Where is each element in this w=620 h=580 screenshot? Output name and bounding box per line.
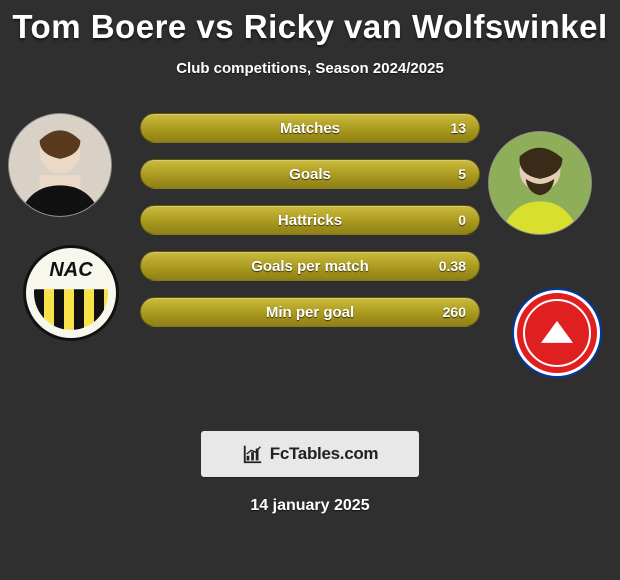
stat-bar-fill	[140, 297, 480, 327]
stat-bars: Matches13 Goals5 Hattricks0 Goals per match…	[140, 113, 480, 343]
brand-text: FcTables.com	[270, 444, 379, 464]
club-left-text: NAC	[26, 259, 116, 282]
brand-box: FcTables.com	[201, 431, 419, 477]
page-subtitle: Club competitions, Season 2024/2025	[0, 60, 620, 77]
stat-row: Goals per match0.38	[140, 251, 480, 281]
stat-row: Min per goal260	[140, 297, 480, 327]
stat-bar-fill	[140, 251, 480, 281]
player-right-avatar	[488, 131, 592, 235]
club-right-triangle	[541, 321, 573, 343]
stat-bar-fill	[140, 205, 480, 235]
page-title: Tom Boere vs Ricky van Wolfswinkel	[0, 0, 620, 46]
stat-row: Hattricks0	[140, 205, 480, 235]
stat-row: Matches13	[140, 113, 480, 143]
stat-row: Goals5	[140, 159, 480, 189]
club-left-badge: NAC	[23, 245, 119, 341]
club-right-badge	[514, 290, 600, 376]
stat-bar-fill	[140, 159, 480, 189]
player-left-avatar	[8, 113, 112, 217]
stat-bar-fill	[140, 113, 480, 143]
date-text: 14 january 2025	[0, 497, 620, 515]
brand-chart-icon	[242, 443, 264, 465]
comparison-panel: NAC Matches13 Goals5 Hattricks0 Goals per m…	[0, 107, 620, 387]
